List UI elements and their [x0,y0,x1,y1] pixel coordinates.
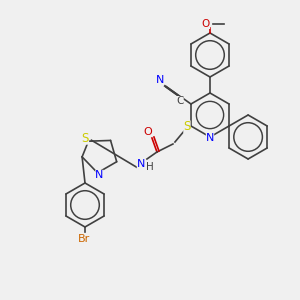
Text: O: O [202,19,210,29]
Text: N: N [206,133,214,143]
Text: N: N [137,159,145,169]
Text: Br: Br [78,234,90,244]
Text: S: S [82,132,89,145]
Text: O: O [144,127,152,137]
Text: S: S [183,121,190,134]
Text: N: N [95,170,104,180]
Text: N: N [156,75,164,85]
Text: C: C [176,96,184,106]
Text: H: H [146,162,154,172]
